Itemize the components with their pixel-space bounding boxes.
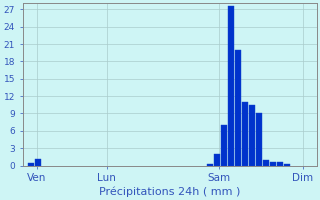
Bar xyxy=(277,162,283,166)
Bar xyxy=(242,102,248,166)
Bar xyxy=(263,160,269,166)
Bar xyxy=(249,105,255,166)
Bar xyxy=(284,164,290,166)
X-axis label: Précipitations 24h ( mm ): Précipitations 24h ( mm ) xyxy=(99,186,240,197)
Bar xyxy=(28,163,35,166)
Bar xyxy=(221,125,227,166)
Bar xyxy=(35,159,41,166)
Bar xyxy=(256,113,262,166)
Bar xyxy=(207,164,213,166)
Bar xyxy=(270,162,276,166)
Bar xyxy=(214,154,220,166)
Bar xyxy=(235,50,241,166)
Bar xyxy=(228,6,234,166)
